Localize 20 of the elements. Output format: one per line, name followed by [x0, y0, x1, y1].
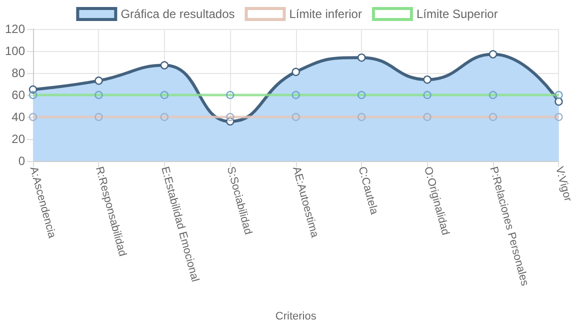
y-tick-label: 60: [12, 88, 26, 102]
point: [160, 61, 169, 70]
legend-label: Gráfica de resultados: [120, 7, 235, 21]
x-axis-title: Criterios: [275, 310, 317, 322]
x-tick-label: V:Vigor: [552, 165, 574, 204]
point: [292, 68, 300, 76]
point: [94, 76, 103, 85]
point: [357, 54, 366, 62]
legend-label: Límite inferior: [289, 7, 362, 21]
point: [423, 76, 432, 84]
y-tick-label: 40: [12, 110, 26, 124]
point: [554, 98, 563, 106]
y-tick-label: 20: [12, 132, 26, 146]
point: [488, 50, 498, 58]
y-tick-label: 120: [4, 22, 26, 36]
y-tick-label: 0: [18, 154, 26, 168]
y-tick-label: 100: [4, 44, 26, 58]
x-tick-label: C:Cautela: [356, 165, 380, 217]
legend-label: Límite Superior: [416, 7, 498, 21]
y-tick-label: 80: [12, 66, 26, 80]
